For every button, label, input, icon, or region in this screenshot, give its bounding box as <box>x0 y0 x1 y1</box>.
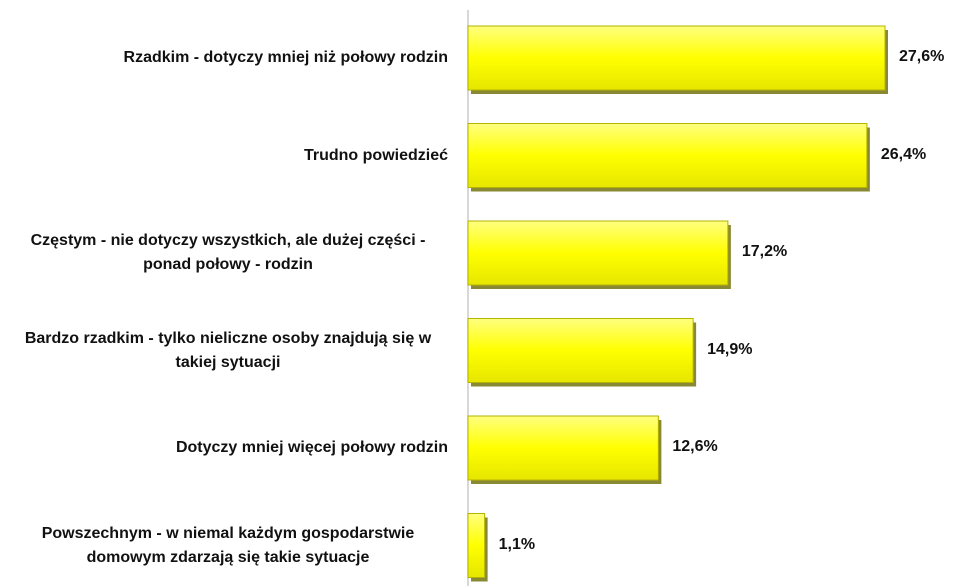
bar <box>467 220 729 286</box>
value-label: 1,1% <box>499 536 535 554</box>
category-label-text: Trudno powiedzieć <box>303 146 448 164</box>
bar <box>467 513 486 578</box>
value-label-text: 27,6% <box>899 48 945 65</box>
value-label: 26,4% <box>881 146 926 164</box>
category-label-text: Częstym - nie dotyczy wszystkich, ale du… <box>30 232 426 273</box>
value-label: 14,9% <box>707 341 752 359</box>
bar <box>467 318 694 383</box>
value-label-text: 14,9% <box>707 340 753 358</box>
value-label-text: 26,4% <box>880 145 927 163</box>
value-label-text: 12,6% <box>672 438 718 455</box>
category-label: Trudno powiedzieć <box>0 116 448 196</box>
value-label: 12,6% <box>672 438 717 456</box>
category-label: Powszechnym - w niemal każdym gospodarst… <box>0 506 448 586</box>
category-label: Rzadkim - dotyczy mniej niż połowy rodzi… <box>0 18 448 98</box>
category-label-text: Powszechnym - w niemal każdym gospodarst… <box>41 524 415 566</box>
category-label: Częstym - nie dotyczy wszystkich, ale du… <box>0 213 448 293</box>
bar <box>467 25 886 91</box>
value-label: 17,2% <box>742 243 787 261</box>
value-label-text: 17,2% <box>741 243 788 260</box>
category-label-text: Rzadkim - dotyczy mniej niż połowy rodzi… <box>123 49 448 66</box>
value-label-text: 1,1% <box>498 535 536 553</box>
category-label: Dotyczy mniej więcej połowy rodzin <box>0 408 448 488</box>
bar <box>467 123 868 188</box>
category-label-text: Bardzo rzadkim - tylko nieliczne osoby z… <box>24 329 432 371</box>
category-label-text: Dotyczy mniej więcej połowy rodzin <box>175 439 448 456</box>
value-label: 27,6% <box>899 48 944 66</box>
category-label: Bardzo rzadkim - tylko nieliczne osoby z… <box>0 311 448 391</box>
bar <box>467 415 659 481</box>
